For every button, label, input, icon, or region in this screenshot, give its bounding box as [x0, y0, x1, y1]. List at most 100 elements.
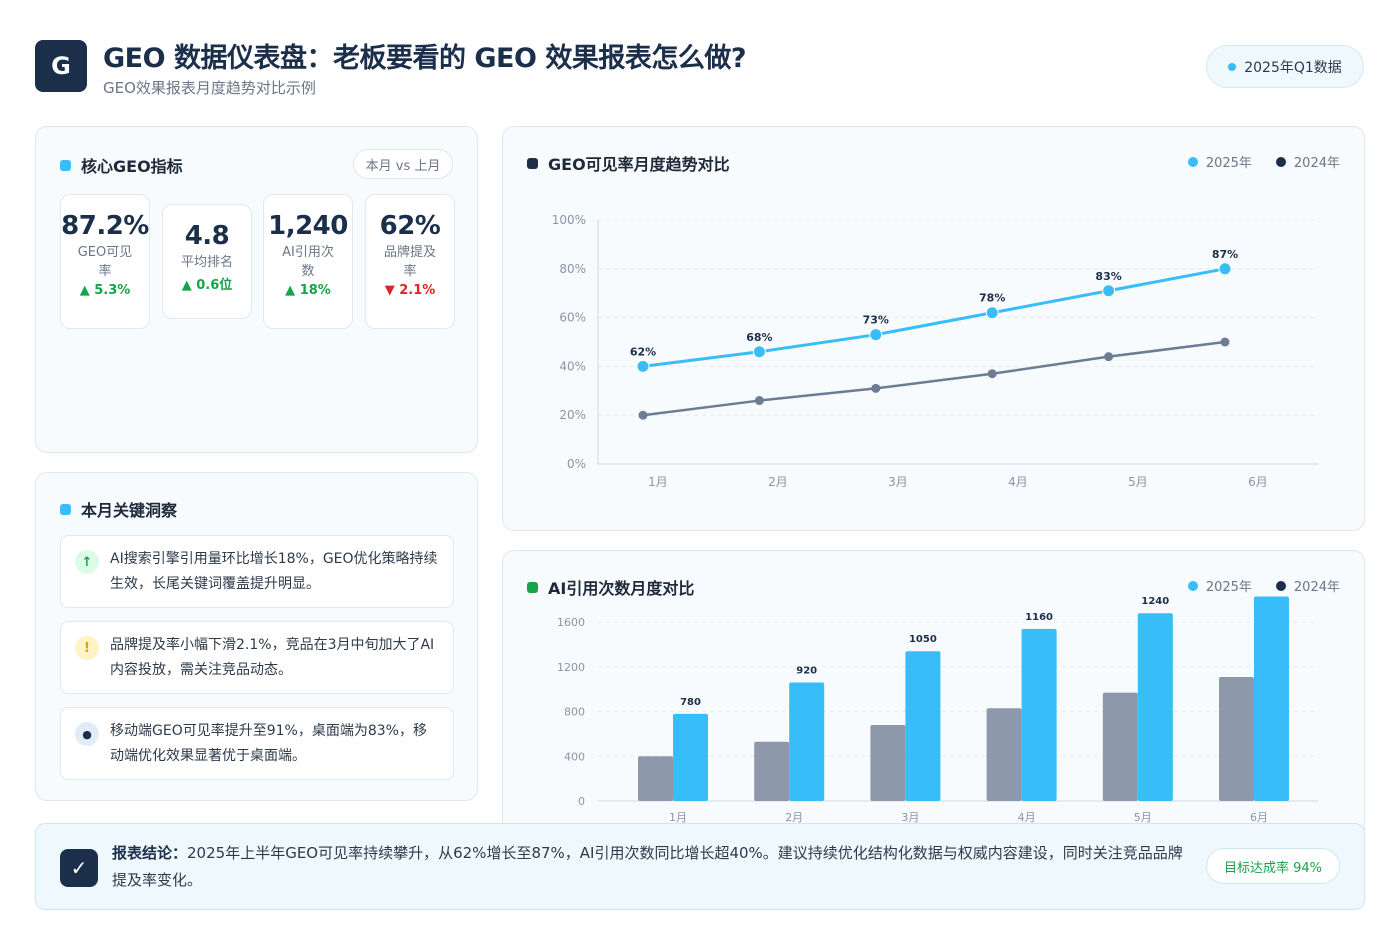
metric-value: 1,240	[268, 211, 348, 241]
bar-2024年	[1219, 676, 1254, 801]
insights-title: 本月关键洞察	[81, 501, 178, 520]
citations-chart-card: AI引用次数月度对比 2025年 2024年 0 400 800 1200 1600 1月…	[502, 550, 1365, 840]
compare-toggle[interactable]: 本月 vs 上月	[353, 149, 453, 179]
data-label: 780	[680, 697, 701, 708]
data-label: 62%	[630, 345, 656, 358]
warning-icon: !	[75, 636, 99, 660]
target-rate-badge: 目标达成率 94%	[1206, 848, 1340, 884]
data-label: 1050	[909, 634, 937, 645]
data-point	[1218, 262, 1232, 276]
data-point	[869, 328, 883, 342]
period-dot-icon	[1228, 62, 1237, 71]
legend-label: 2024年	[1293, 156, 1340, 171]
app-logo: G	[35, 40, 87, 92]
data-label: 920	[796, 666, 817, 677]
legend-item-2024[interactable]: 2024年	[1275, 152, 1340, 171]
x-tick-label: 5月	[1134, 811, 1152, 824]
legend-item-2025[interactable]: 2025年	[1187, 576, 1252, 595]
x-tick-label: 2月	[768, 475, 788, 489]
legend-dot-icon	[1275, 580, 1286, 591]
page-subtitle: GEO效果报表月度趋势对比示例	[103, 79, 316, 97]
bar-2025年	[1137, 613, 1173, 801]
data-point	[638, 410, 648, 420]
y-tick-label: 1600	[557, 616, 585, 629]
section-marker-icon	[60, 503, 71, 515]
y-tick-label: 0	[578, 795, 585, 808]
metric-label: 平均排名	[180, 255, 233, 270]
data-label: 68%	[746, 331, 772, 344]
x-tick-label: 2月	[785, 811, 803, 824]
conclusion-text: 报表结论：2025年上半年GEO可见率持续攀升，从62%增长至87%，AI引用次…	[112, 840, 1192, 894]
metric-delta: ▼ 2.1%	[384, 283, 436, 298]
y-tick-label: 1200	[557, 661, 585, 674]
x-tick-label: 6月	[1250, 811, 1268, 824]
citations-legend: 2025年 2024年	[1164, 576, 1340, 595]
metric-card-brand-mention: 62% 品牌提及率 ▼ 2.1%	[365, 194, 455, 329]
page-title: GEO 数据仪表盘：老板要看的 GEO 效果报表怎么做?	[103, 43, 746, 74]
insight-text: 移动端GEO可见率提升至91%，桌面端为83%，移动端优化效果显著优于桌面端。	[110, 723, 427, 764]
insight-item: ! 品牌提及率小幅下滑2.1%，竞品在3月中旬加大了AI内容投放，需关注竞品动态…	[60, 621, 454, 694]
period-label: 2025年Q1数据	[1244, 59, 1342, 76]
conclusion-banner: ✓ 报表结论：2025年上半年GEO可见率持续攀升，从62%增长至87%，AI引…	[35, 823, 1365, 910]
legend-item-2025[interactable]: 2025年	[1187, 152, 1252, 171]
y-tick-label: 400	[564, 750, 585, 763]
y-tick-label: 800	[564, 706, 585, 719]
insights-card: 本月关键洞察 ↑ AI搜索引擎引用量环比增长18%，GEO优化策略持续生效，长尾…	[35, 472, 478, 801]
legend-dot-icon	[1275, 156, 1286, 167]
metric-label: GEO可见率	[77, 245, 133, 279]
metric-card-visibility: 87.2% GEO可见率 ▲ 5.3%	[60, 194, 150, 329]
x-tick-label: 5月	[1128, 475, 1148, 489]
data-label: 1240	[1141, 596, 1169, 607]
data-point	[1220, 337, 1230, 347]
y-tick-label: 40%	[559, 359, 586, 373]
metric-delta: ▲ 5.3%	[79, 283, 131, 298]
core-metrics-card: 核心GEO指标 本月 vs 上月 87.2% GEO可见率 ▲ 5.3% 4.8…	[35, 126, 478, 453]
bar-2025年	[905, 651, 941, 801]
period-selector[interactable]: 2025年Q1数据	[1206, 45, 1364, 88]
data-point	[1102, 284, 1116, 298]
data-point	[754, 396, 764, 406]
metric-value: 87.2%	[61, 211, 149, 241]
y-tick-label: 60%	[559, 311, 586, 325]
legend-dot-icon	[1187, 580, 1198, 591]
bar-2024年	[1102, 692, 1138, 801]
citations-bar-chart: 0 400 800 1200 1600 1月 2月 3月 4月 5月 6月 780 920 1050 116…	[557, 596, 1318, 824]
citations-chart-header: AI引用次数月度对比	[527, 575, 694, 599]
x-tick-label: 4月	[1008, 475, 1028, 489]
y-tick-label: 0%	[567, 457, 586, 471]
data-point	[987, 369, 997, 379]
visibility-chart-card: GEO可见率月度趋势对比 2025年 2024年 0% 20% 40% 60% 80% 1…	[502, 126, 1365, 531]
data-point	[1104, 352, 1114, 362]
bar-2024年	[638, 756, 673, 801]
series-line-2024年	[642, 340, 1226, 417]
data-point	[636, 359, 650, 373]
visibility-legend: 2025年 2024年	[1164, 152, 1340, 171]
citations-chart-title: AI引用次数月度对比	[548, 579, 695, 598]
legend-item-2024[interactable]: 2024年	[1275, 576, 1340, 595]
legend-label: 2025年	[1205, 156, 1252, 171]
y-tick-label: 80%	[559, 262, 586, 276]
bar-2024年	[870, 725, 906, 801]
metric-delta: ▲ 0.6位	[181, 278, 233, 293]
insight-text: 品牌提及率小幅下滑2.1%，竞品在3月中旬加大了AI内容投放，需关注竞品动态。	[110, 637, 435, 678]
insight-item: ● 移动端GEO可见率提升至91%，桌面端为83%，移动端优化效果显著优于桌面端…	[60, 707, 454, 780]
bar-2025年	[673, 713, 708, 801]
insights-header: 本月关键洞察	[60, 497, 177, 521]
y-tick-label: 20%	[559, 408, 586, 422]
x-tick-label: 1月	[669, 811, 687, 824]
x-tick-label: 1月	[648, 475, 668, 489]
core-metrics-title: 核心GEO指标	[81, 157, 183, 176]
data-label: 83%	[1095, 270, 1121, 283]
metric-value: 4.8	[184, 221, 230, 251]
conclusion-body: 2025年上半年GEO可见率持续攀升，从62%增长至87%，AI引用次数同比增长…	[112, 844, 1183, 889]
dot-icon: ●	[75, 722, 99, 746]
visibility-chart-header: GEO可见率月度趋势对比	[527, 151, 730, 175]
section-marker-icon	[527, 581, 538, 593]
bar-2024年	[986, 708, 1022, 801]
data-label: 87%	[1212, 248, 1238, 261]
bar-2025年	[1254, 596, 1289, 801]
data-label: 1160	[1025, 612, 1053, 623]
conclusion-prefix: 报表结论：	[112, 844, 188, 862]
metric-delta: ▲ 18%	[285, 283, 331, 298]
legend-label: 2025年	[1205, 580, 1252, 595]
